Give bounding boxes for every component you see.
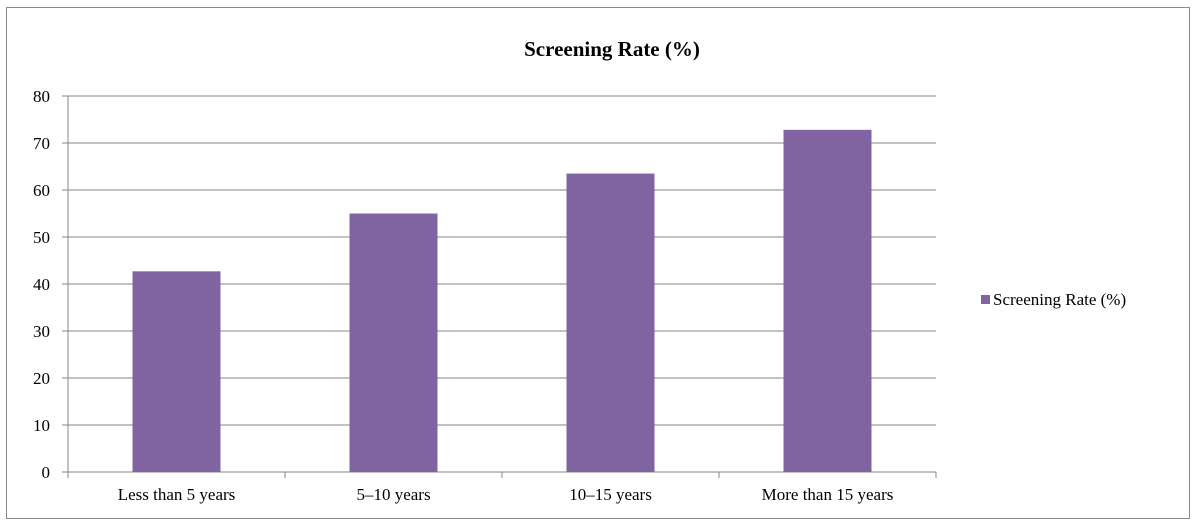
chart-title: Screening Rate (%) — [524, 37, 700, 61]
y-tick-label: 10 — [33, 416, 50, 435]
y-tick-label: 40 — [33, 275, 50, 294]
y-tick-label: 20 — [33, 369, 50, 388]
x-axis-ticks: Less than 5 years 5–10 years 10–15 years Mo… — [67, 472, 937, 504]
y-tick-label: 50 — [33, 228, 50, 247]
y-tick-label: 0 — [42, 463, 51, 482]
x-tick-label: Less than 5 years — [118, 485, 236, 504]
x-tick-label: More than 15 years — [762, 485, 894, 504]
y-tick-label: 30 — [33, 322, 50, 341]
bar — [783, 129, 872, 472]
x-tick-label: 5–10 years — [356, 485, 430, 504]
bar — [349, 213, 438, 472]
y-tick-label: 80 — [33, 87, 50, 106]
x-tick-label: 10–15 years — [569, 485, 652, 504]
y-tick-label: 70 — [33, 134, 50, 153]
legend-label: Screening Rate (%) — [993, 290, 1126, 309]
bar — [566, 173, 655, 473]
bar — [132, 271, 221, 472]
bars — [132, 129, 872, 473]
legend: Screening Rate (%) — [981, 290, 1126, 309]
y-axis-ticks: 0 10 20 30 40 50 60 70 80 — [33, 87, 69, 482]
legend-swatch — [981, 295, 990, 304]
y-tick-label: 60 — [33, 181, 50, 200]
